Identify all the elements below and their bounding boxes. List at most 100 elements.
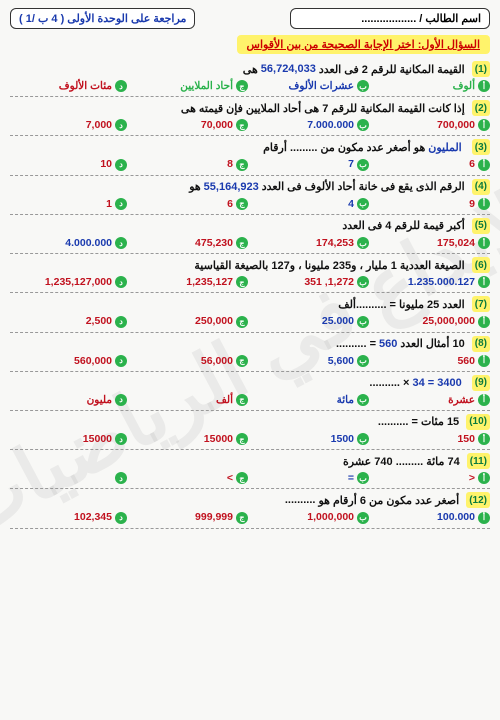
option: ب1500 xyxy=(252,433,369,445)
option-text: 6 xyxy=(227,198,233,210)
option: جأحاد الملايين xyxy=(131,80,248,92)
option-text: 56,000 xyxy=(201,355,233,367)
option-bullet-icon: ج xyxy=(236,237,248,249)
option: ج56,000 xyxy=(131,355,248,367)
option-bullet-icon: أ xyxy=(478,512,490,524)
options-row: أ25,000,000 ب25.000 ج250,000 د2,500 xyxy=(10,315,490,327)
options-row: أ9ب4ج6د1 xyxy=(10,198,490,210)
option: ب1,000,000 xyxy=(252,511,369,523)
option-bullet-icon: أ xyxy=(478,316,490,328)
option: ب7 xyxy=(252,158,369,170)
option: ب25.000 xyxy=(252,315,369,327)
option-text: 7,000 xyxy=(86,119,112,131)
option: ج6 xyxy=(131,198,248,210)
option-bullet-icon: ب xyxy=(357,512,369,524)
option-text: 15000 xyxy=(204,433,233,445)
option-text: 102,345 xyxy=(74,511,112,523)
question-text: (2)إذا كانت القيمة المكانية للرقم 7 هى أ… xyxy=(10,100,490,116)
question-text: (12)أصغر عدد مكون من 6 أرقام هو ........… xyxy=(10,492,490,508)
option: ج8 xyxy=(131,158,248,170)
option-bullet-icon: ج xyxy=(236,198,248,210)
option-bullet-icon: د xyxy=(115,80,127,92)
student-name-box: اسم الطالب / .................. xyxy=(290,8,490,29)
option-text: 174,253 xyxy=(316,237,354,249)
question-number-value: المليون xyxy=(428,141,462,154)
question-text: (10)15 مئات = .......... xyxy=(10,414,490,430)
question-text: (6)الصيغة العددية 1 مليار ، و235 مليونا … xyxy=(10,257,490,273)
option-bullet-icon: أ xyxy=(478,276,490,288)
option-bullet-icon: أ xyxy=(478,433,490,445)
option-text: 560,000 xyxy=(74,355,112,367)
option-text: 6 xyxy=(469,158,475,170)
options-row: أ150ب1500ج15000د15000 xyxy=(10,433,490,445)
option-text: 475,230 xyxy=(195,237,233,249)
option-bullet-icon: ج xyxy=(236,433,248,445)
question-text: (7)العدد 25 مليونا = ..........ألف xyxy=(10,296,490,312)
option-text: 100.000 xyxy=(437,511,475,523)
option-bullet-icon: أ xyxy=(478,237,490,249)
option-text: 70,000 xyxy=(201,119,233,131)
option: أ100.000 xyxy=(373,511,490,523)
option-text: 7 xyxy=(348,158,354,170)
option-bullet-icon: د xyxy=(115,472,127,484)
option-bullet-icon: ج xyxy=(236,316,248,328)
question-row: (6)الصيغة العددية 1 مليار ، و235 مليونا … xyxy=(10,254,490,293)
question-number-value: 3400 = 34 xyxy=(412,377,461,389)
option-text: 250,000 xyxy=(195,315,233,327)
option: أ150 xyxy=(373,433,490,445)
option-text: < xyxy=(469,472,475,484)
option: ب7.000.000 xyxy=(252,119,369,131)
option-bullet-icon: أ xyxy=(478,355,490,367)
option-text: 25.000 xyxy=(322,315,354,327)
option: أ560 xyxy=(373,355,490,367)
option-text: 25,000,000 xyxy=(422,315,475,327)
question-number: (11) xyxy=(467,453,490,469)
question-row: (12)أصغر عدد مكون من 6 أرقام هو ........… xyxy=(10,489,490,528)
question-row: (1)القيمة المكانية للرقم 2 فى العدد 56,7… xyxy=(10,58,490,97)
option-text: 7.000.000 xyxy=(307,119,354,131)
question-number: (5) xyxy=(472,218,490,234)
question-number: (3) xyxy=(472,139,490,155)
option-bullet-icon: د xyxy=(115,433,127,445)
option: ب1,272, 351 xyxy=(252,276,369,288)
option: أ25,000,000 xyxy=(373,315,490,327)
option: د2,500 xyxy=(10,315,127,327)
header: اسم الطالب / .................. مراجعة ع… xyxy=(10,8,490,29)
option-bullet-icon: د xyxy=(115,198,127,210)
option: دمئات الألوف xyxy=(10,80,127,92)
option-bullet-icon: أ xyxy=(478,159,490,171)
option-bullet-icon: ب xyxy=(357,433,369,445)
option-bullet-icon: ج xyxy=(236,512,248,524)
question-row: (4)الرقم الذى يقع فى خانة أحاد الألوف فى… xyxy=(10,176,490,215)
option: أ6 xyxy=(373,158,490,170)
option-text: 15000 xyxy=(83,433,112,445)
option-text: عشرات الألوف xyxy=(288,80,354,92)
option-text: 999,999 xyxy=(195,511,233,523)
option-bullet-icon: ج xyxy=(236,355,248,367)
option-bullet-icon: د xyxy=(115,394,127,406)
option-text: 9 xyxy=(469,198,475,210)
option: ب5,600 xyxy=(252,355,369,367)
option-text: > xyxy=(227,472,233,484)
option: بمائة xyxy=(252,394,369,406)
options-row: أ560 ب5,600 ج56,000 د560,000 xyxy=(10,355,490,367)
unit-box: مراجعة على الوحدة الأولى ( 4 ب /1 ) xyxy=(10,8,195,29)
question-text: (8)10 أمثال العدد 560 = .......... xyxy=(10,336,490,352)
option: د xyxy=(10,472,127,484)
option-bullet-icon: ب xyxy=(357,80,369,92)
option: جألف xyxy=(131,394,248,406)
option-bullet-icon: ب xyxy=(357,472,369,484)
option-bullet-icon: ب xyxy=(357,237,369,249)
option: ج70,000 xyxy=(131,119,248,131)
option-text: 1 xyxy=(106,198,112,210)
question-number: (6) xyxy=(472,257,490,273)
option: ج250,000 xyxy=(131,315,248,327)
option: ب= xyxy=(252,472,369,484)
option-bullet-icon: ب xyxy=(357,276,369,288)
option-text: 10 xyxy=(100,158,112,170)
option-text: 5,600 xyxy=(328,355,354,367)
option: د102,345 xyxy=(10,511,127,523)
option-bullet-icon: د xyxy=(115,355,127,367)
question-number: (10) xyxy=(466,414,490,430)
option-bullet-icon: د xyxy=(115,316,127,328)
